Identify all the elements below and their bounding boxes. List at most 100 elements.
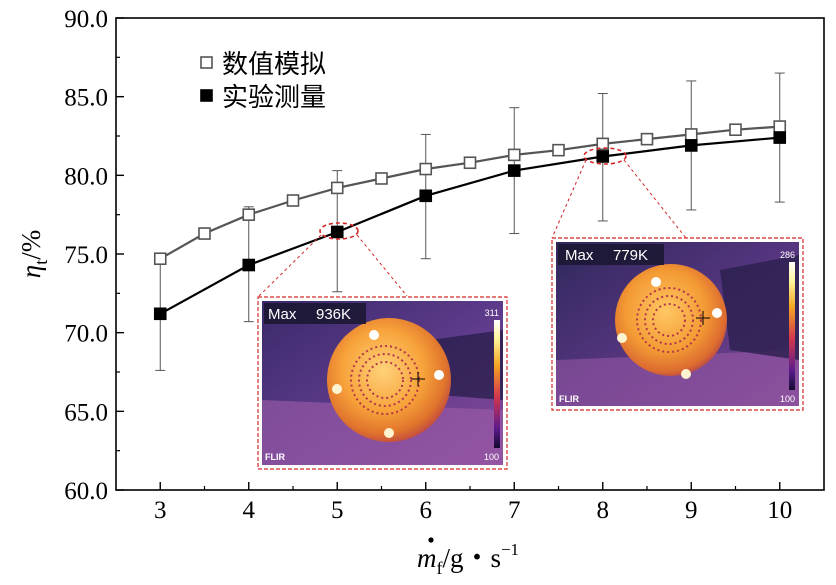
x-tick-label: 3 xyxy=(154,497,167,524)
inset-connectors xyxy=(258,147,687,297)
simulation-point xyxy=(773,120,787,133)
inset-2-brand: FLIR xyxy=(559,394,579,404)
inset-1-max-label: Max xyxy=(268,306,297,323)
x-axis-label-sub: f xyxy=(436,558,442,578)
y-axis-label: ηt/% xyxy=(16,230,51,278)
inset-2-ring-inner xyxy=(652,303,686,337)
y-axis-ticks: 60.0 65.0 70.0 75.0 80.0 85.0 90.0 xyxy=(64,6,124,505)
x-tick-label: 5 xyxy=(331,497,344,524)
inset-2-max-label: Max xyxy=(565,247,594,264)
x-axis-label-sup: −1 xyxy=(501,540,519,559)
inset-1-highlight-ellipse xyxy=(319,222,359,240)
thermal-inset-2: Max 779K 286 100 FLIR xyxy=(551,237,804,411)
inset-2-hotspot-top xyxy=(651,277,661,287)
y-axis-label-sub: t xyxy=(31,260,51,265)
inset-2-floor xyxy=(556,350,799,406)
simulation-point xyxy=(286,194,300,207)
x-axis-label: mf/g・s−1 xyxy=(417,537,519,578)
inset-2-disk xyxy=(615,264,727,376)
experiment-point xyxy=(330,225,344,239)
x-axis-label-dot xyxy=(428,537,434,543)
y-tick-label: 80.0 xyxy=(64,163,108,190)
legend-label-sim: 数值模拟 xyxy=(222,50,326,80)
inset-2-highlight-ellipse xyxy=(583,147,627,165)
inset-2-colorbar xyxy=(789,262,795,390)
inset-1-max-box xyxy=(264,303,366,324)
y-tick-label: 90.0 xyxy=(64,6,108,33)
simulation-point xyxy=(419,162,433,176)
y-tick-label: 65.0 xyxy=(64,399,108,426)
inset-2-hotspot-right xyxy=(712,308,722,318)
inset-2-leader-left xyxy=(551,159,587,239)
x-tick-label: 4 xyxy=(243,497,256,524)
x-axis-ticks: 3 4 5 6 7 8 9 10 xyxy=(154,482,792,524)
simulation-point xyxy=(640,132,654,146)
y-tick-label: 85.0 xyxy=(64,85,108,112)
simulation-point xyxy=(596,137,610,151)
inset-2-leader-right xyxy=(623,159,687,239)
inset-2-ring-mid xyxy=(644,295,694,345)
y-axis-label-main: η xyxy=(16,265,46,278)
x-axis-label-main: m xyxy=(417,543,437,573)
y-axis-label-rest: /% xyxy=(16,230,46,260)
inset-1-ring-inner xyxy=(366,361,404,399)
inset-2-hotspot-bottom xyxy=(681,369,691,379)
inset-2-scale-min: 100 xyxy=(780,394,795,404)
legend-label-exp: 实验测量 xyxy=(222,83,326,113)
inset-1-hotspot-right xyxy=(434,370,444,380)
x-tick-label: 9 xyxy=(685,497,698,524)
simulation-point xyxy=(330,181,344,195)
thermal-inset-1: Max 936K 311 100 FLIR xyxy=(257,296,508,470)
inset-1-colorbar xyxy=(494,320,500,448)
x-axis-label-rest: /g・s xyxy=(442,543,501,573)
svg-text:ηt/%: ηt/% xyxy=(16,230,51,278)
experiment-point xyxy=(596,150,610,163)
inset-1-max-value: 936K xyxy=(316,306,351,323)
experiment-point xyxy=(153,307,167,321)
x-tick-label: 10 xyxy=(767,497,792,524)
experiment-point xyxy=(419,189,433,203)
simulation-point xyxy=(507,148,521,162)
inset-2-max-value: 779K xyxy=(613,247,648,264)
y-tick-label: 70.0 xyxy=(64,321,108,348)
inset-2-ring-outer xyxy=(636,287,702,353)
svg-text:mf/g・s−1: mf/g・s−1 xyxy=(417,540,519,578)
inset-1-leader-right xyxy=(356,234,408,297)
simulation-point xyxy=(684,128,698,141)
inset-2-crosshair xyxy=(696,311,710,325)
simulation-point xyxy=(375,172,388,185)
simulation-point xyxy=(729,123,742,137)
experiment-point xyxy=(507,164,521,177)
inset-1-crosshair xyxy=(411,372,425,386)
inset-2-max-box xyxy=(558,244,664,265)
series-markers xyxy=(153,120,787,321)
inset-1-ring-outer xyxy=(350,345,420,415)
inset-1-hotspot-top xyxy=(369,330,379,340)
legend-marker-exp xyxy=(200,89,213,102)
inset-1-ring-mid xyxy=(358,353,412,407)
y-tick-label: 60.0 xyxy=(64,478,108,505)
simulation-point xyxy=(153,252,167,266)
simulation-point xyxy=(463,156,477,170)
inset-2-hotspot-left xyxy=(617,333,627,343)
inset-1-scale-max: 311 xyxy=(485,308,499,318)
experiment-point xyxy=(684,139,698,152)
inset-1-hotspot-bottom xyxy=(384,428,394,438)
x-tick-label: 7 xyxy=(508,497,521,524)
inset-2-pipe xyxy=(720,255,799,360)
inset-1-hotspot-left xyxy=(332,384,342,394)
legend-marker-sim xyxy=(200,56,213,69)
experiment-line xyxy=(159,136,780,315)
inset-1-leader-left xyxy=(258,234,322,297)
simulation-point xyxy=(552,143,565,157)
x-tick-label: 6 xyxy=(420,497,433,524)
inset-1-disk xyxy=(327,318,451,442)
experiment-point xyxy=(773,131,787,144)
y-tick-label: 75.0 xyxy=(64,242,108,269)
inset-1-scale-min: 100 xyxy=(484,452,499,462)
experiment-point xyxy=(242,258,256,272)
simulation-point xyxy=(242,208,256,221)
inset-1-brand: FLIR xyxy=(265,452,285,462)
simulation-point xyxy=(198,227,211,240)
